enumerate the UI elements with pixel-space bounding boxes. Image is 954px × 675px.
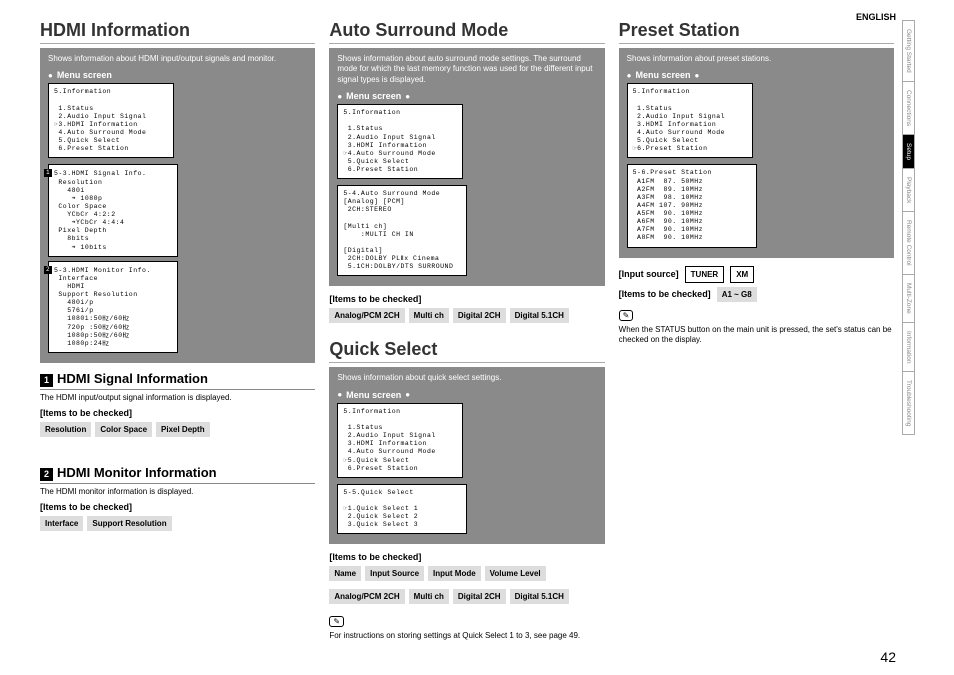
preset-check-label: [Items to be checked] [619,289,711,299]
tag-qs-multich: Multi ch [409,589,449,604]
side-nav: Getting Started Connections Setup Playba… [902,20,948,434]
tag-inputsource: Input Source [365,566,424,581]
col-hdmi: HDMI Information Shows information about… [40,20,315,642]
auto-surround-check: [Items to be checked] [329,294,604,304]
tag-colorspace: Color Space [95,422,152,437]
tag-tuner: TUNER [685,266,725,283]
quick-select-graybox: Shows information about quick select set… [329,367,604,544]
quick-select-main-screen: 5.Information 1.Status 2.Audio Input Sig… [337,403,463,478]
quick-select-tags1: Name Input Source Input Mode Volume Leve… [329,566,604,581]
tag-name: Name [329,566,361,581]
col-preset: Preset Station Shows information about p… [619,20,894,642]
auto-surround-graybox: Shows information about auto surround mo… [329,48,604,286]
quick-select-note: For instructions on storing settings at … [329,631,604,641]
tag-digital51: Digital 5.1CH [510,308,569,323]
preset-desc: Shows information about preset stations. [627,54,886,64]
hdmi-signal-heading: 1HDMI Signal Information [40,371,315,390]
hdmi-monitor-heading: 2HDMI Monitor Information [40,465,315,484]
tag-a1g8: A1 ~ G8 [717,287,757,302]
tab-playback[interactable]: Playback [902,168,915,212]
page-number: 42 [880,649,896,665]
tab-remote[interactable]: Remote Control [902,211,915,275]
hdmi-title: HDMI Information [40,20,315,44]
auto-surround-menu-label: Menu screen [337,91,596,101]
preset-graybox: Shows information about preset stations.… [619,48,894,258]
quick-select-desc: Shows information about quick select set… [337,373,596,383]
tab-setup[interactable]: Setup [902,134,915,169]
hdmi-sub-screen-1: 15-3.HDMI Signal Info. Resolution 480i ➔… [48,164,178,256]
tab-troubleshooting[interactable]: Troubleshooting [902,371,915,435]
preset-menu-label: Menu screen [627,70,886,80]
page-body: HDMI Information Shows information about… [40,20,894,655]
hdmi-monitor-check: [Items to be checked] [40,502,315,512]
hdmi-signal-check: [Items to be checked] [40,408,315,418]
tag-support-res: Support Resolution [87,516,171,531]
quick-select-menu-label: Menu screen [337,390,596,400]
tab-connections[interactable]: Connections [902,81,915,135]
hdmi-signal-desc: The HDMI input/output signal information… [40,393,315,402]
auto-surround-title: Auto Surround Mode [329,20,604,44]
hdmi-menu-label: Menu screen [48,70,307,80]
tab-multizone[interactable]: Multi-Zone [902,274,915,323]
col-middle: Auto Surround Mode Shows information abo… [329,20,604,642]
hdmi-graybox: Shows information about HDMI input/outpu… [40,48,315,363]
tab-information[interactable]: Information [902,322,915,373]
hdmi-signal-tags: Resolution Color Space Pixel Depth [40,422,315,437]
auto-surround-sub-screen: 5-4.Auto Surround Mode [Analog] [PCM] 2C… [337,185,467,276]
hdmi-sub-screen-2: 25-3.HDMI Monitor Info. Interface HDMI S… [48,261,178,353]
quick-select-check: [Items to be checked] [329,552,604,562]
tag-interface: Interface [40,516,83,531]
tag-resolution: Resolution [40,422,91,437]
tag-digital2ch: Digital 2CH [453,308,506,323]
note-icon: ✎ [329,616,344,627]
hdmi-desc: Shows information about HDMI input/outpu… [48,54,307,64]
preset-main-screen: 5.Information 1.Status 2.Audio Input Sig… [627,83,753,158]
tag-analog2ch: Analog/PCM 2CH [329,308,404,323]
preset-note: When the STATUS button on the main unit … [619,325,894,346]
tag-multich: Multi ch [409,308,449,323]
tag-inputmode: Input Mode [428,566,481,581]
hdmi-main-screen: 5.Information 1.Status 2.Audio Input Sig… [48,83,174,158]
preset-sub-screen: 5-6.Preset Station A1FM 87. 50MHz A2FM 8… [627,164,757,247]
quick-select-sub-screen: 5-5.Quick Select ☞1.Quick Select 1 2.Qui… [337,484,467,535]
tag-qs-digital51: Digital 5.1CH [510,589,569,604]
preset-note-icon: ✎ [619,310,634,321]
hdmi-monitor-tags: Interface Support Resolution [40,516,315,531]
input-source-label: [Input source] [619,269,679,279]
preset-title: Preset Station [619,20,894,44]
tag-volume: Volume Level [485,566,546,581]
auto-surround-main-screen: 5.Information 1.Status 2.Audio Input Sig… [337,104,463,179]
quick-select-tags2: Analog/PCM 2CH Multi ch Digital 2CH Digi… [329,589,604,604]
tab-getting-started[interactable]: Getting Started [902,20,915,82]
hdmi-monitor-desc: The HDMI monitor information is displaye… [40,487,315,496]
auto-surround-tags: Analog/PCM 2CH Multi ch Digital 2CH Digi… [329,308,604,323]
tag-qs-digital2ch: Digital 2CH [453,589,506,604]
tag-qs-analog2ch: Analog/PCM 2CH [329,589,404,604]
quick-select-title: Quick Select [329,339,604,363]
auto-surround-desc: Shows information about auto surround mo… [337,54,596,85]
tag-xm: XM [730,266,754,283]
tag-pixeldepth: Pixel Depth [156,422,210,437]
